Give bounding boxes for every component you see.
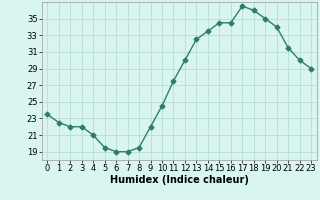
X-axis label: Humidex (Indice chaleur): Humidex (Indice chaleur) [110,175,249,185]
